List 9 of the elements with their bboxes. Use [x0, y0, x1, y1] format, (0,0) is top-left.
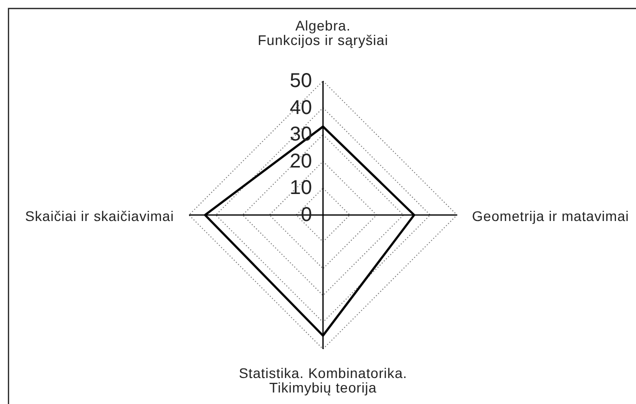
y-tick-label: 10 [290, 177, 312, 200]
spoke-label: Algebra. Funkcijos ir sąryšiai [258, 18, 388, 48]
y-tick-label: 40 [290, 96, 312, 119]
y-tick-label: 50 [290, 70, 312, 92]
y-tick-label: 20 [290, 150, 312, 172]
y-tick-label: 30 [290, 124, 312, 146]
spoke-label: Geometrija ir matavimai [472, 208, 630, 224]
spoke-label: Skaičiai ir skaičiavimai [25, 208, 174, 224]
spoke-label: Statistika. Kombinatorika. Tikimybių teorija [238, 365, 408, 396]
